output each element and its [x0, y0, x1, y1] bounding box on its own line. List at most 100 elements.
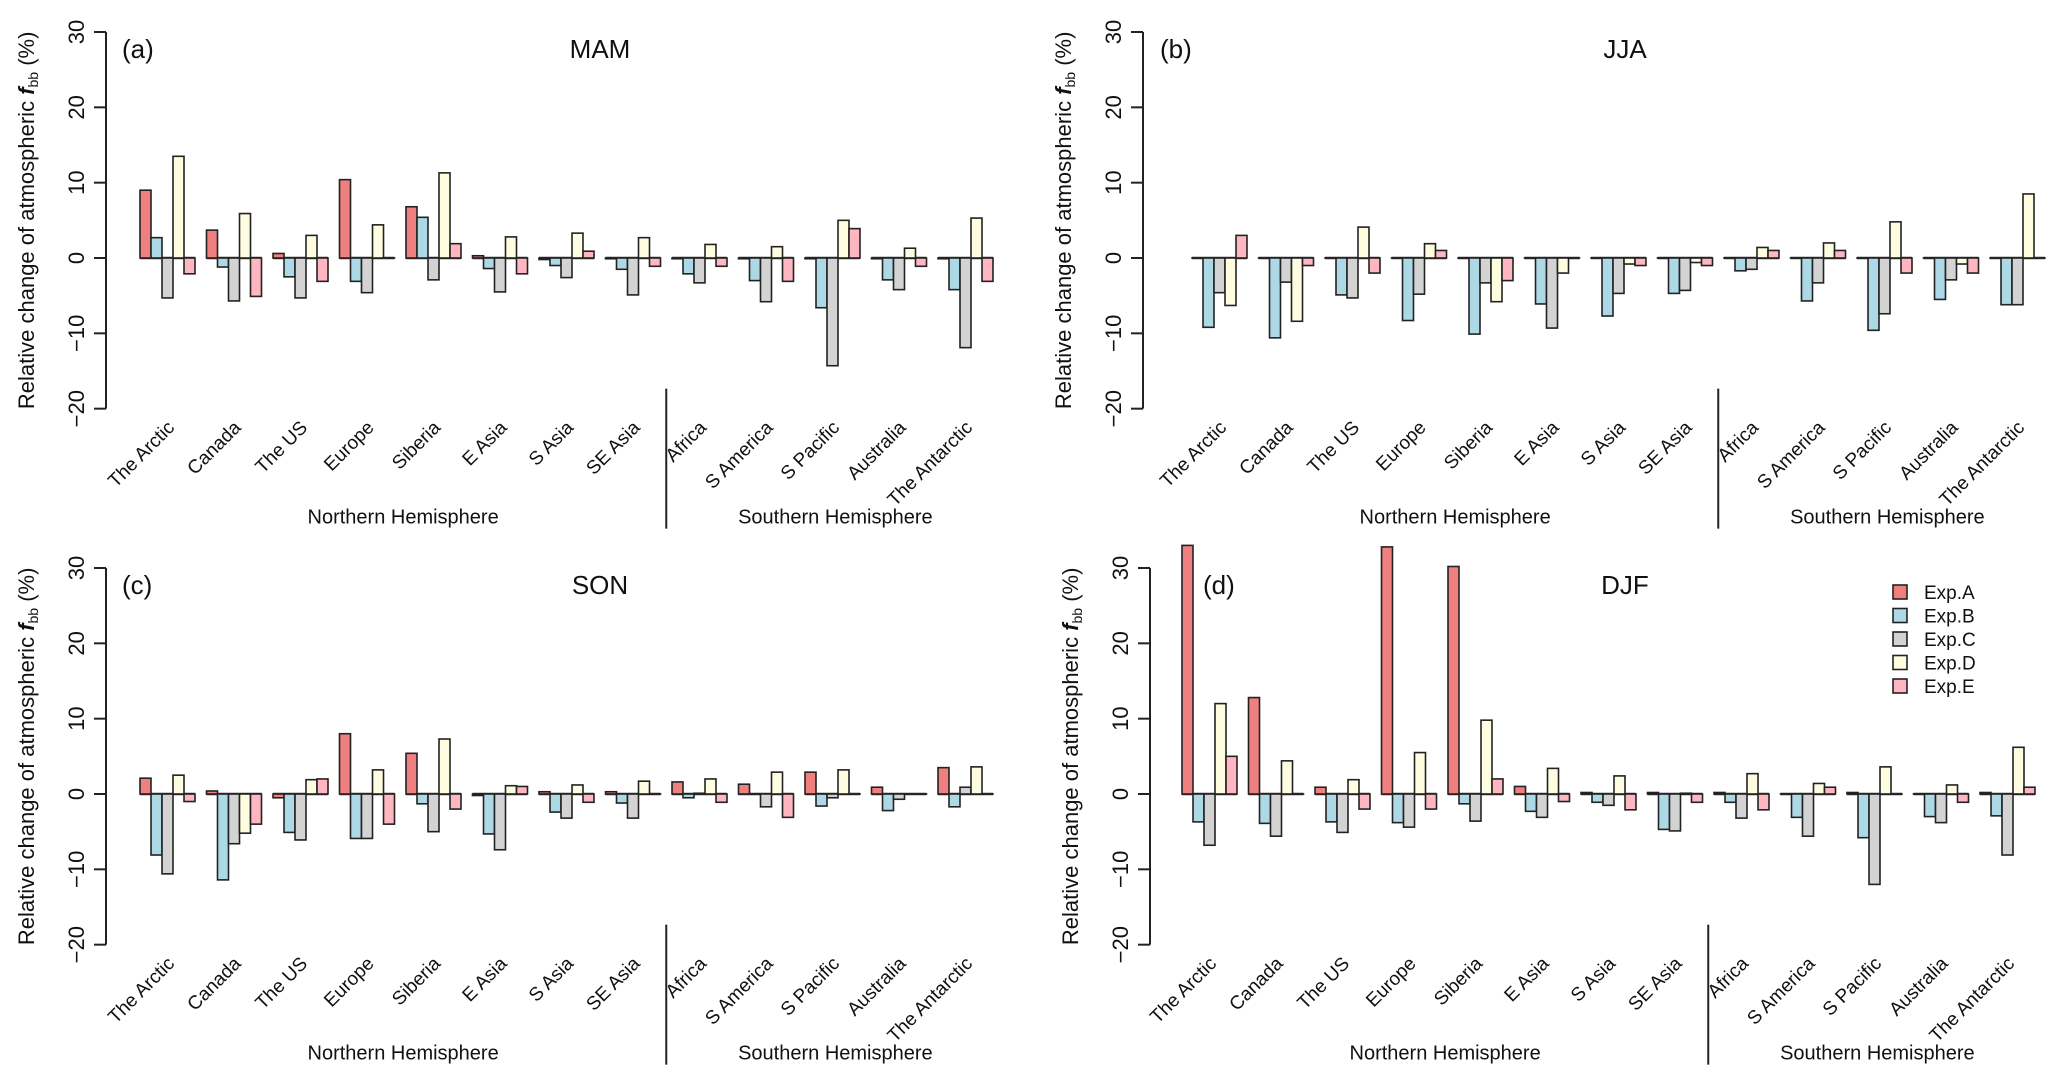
bar-expe	[316, 778, 329, 795]
bar-expb	[1325, 793, 1338, 823]
y-tick-label: −20	[1108, 926, 1133, 963]
hemisphere-label-north: Northern Hemisphere	[1350, 1043, 1541, 1065]
category-label: E Asia	[1501, 953, 1554, 1006]
y-axis-label-sub: bb	[25, 72, 41, 88]
category-label: Canada	[1226, 953, 1288, 1015]
bar-expd	[1480, 719, 1493, 795]
bar-expe	[1368, 257, 1381, 274]
category-label: SE Asia	[583, 953, 645, 1015]
bar-expb	[216, 793, 230, 881]
bar-expa	[671, 257, 684, 260]
category-label: S America	[701, 417, 777, 493]
category-label: S Pacific	[1829, 417, 1896, 484]
bar-expe	[1358, 793, 1371, 810]
bar-expb	[682, 257, 695, 275]
bar-expd	[1290, 257, 1304, 323]
category-label: Europe	[1372, 417, 1430, 475]
y-tick-label: 10	[1108, 706, 1133, 730]
category-label: E Asia	[459, 417, 512, 470]
bar-expc	[360, 257, 374, 294]
bar-expa	[1846, 791, 1859, 795]
bar-expc	[560, 257, 573, 279]
bar-expc	[1878, 257, 1891, 315]
bar-expd	[1746, 772, 1759, 795]
bar-expb	[549, 257, 562, 267]
panel-a: −20 −10 0 10 20 30 Relative change of atmosphe…	[14, 20, 994, 529]
bar-expe	[2023, 786, 2036, 795]
y-axis-label-prefix: Relative change of atmospheric	[14, 95, 39, 409]
category-label: Africa	[1714, 417, 1763, 466]
bar-expd	[837, 219, 850, 259]
bar-expe	[183, 793, 196, 803]
y-axis-label-sub: bb	[1069, 608, 1085, 624]
category-label: The US	[252, 953, 312, 1013]
bar-expc	[1203, 793, 1216, 847]
bar-expb	[1258, 793, 1272, 825]
legend-swatch	[1892, 654, 1908, 671]
y-tick-label: −10	[1101, 315, 1126, 352]
bar-expe	[1634, 257, 1647, 267]
bar-expc	[959, 257, 972, 349]
bar-expc	[1469, 793, 1482, 822]
bar-expd	[1889, 221, 1902, 259]
bar-expe	[981, 257, 994, 283]
bar-expc	[1801, 793, 1815, 837]
bar-expd	[371, 224, 385, 259]
category-label: Europe	[1362, 953, 1420, 1011]
bar-expa	[937, 257, 950, 260]
bar-expc	[1402, 793, 1416, 828]
bar-expb	[1202, 257, 1215, 329]
bar-expe	[1833, 249, 1847, 259]
category-label: E Asia	[459, 953, 512, 1006]
bar-expa	[737, 783, 751, 795]
bar-expa	[139, 189, 152, 259]
bar-expa	[1314, 786, 1327, 795]
hemisphere-label-north: Northern Hemisphere	[1360, 507, 1551, 529]
bar-expb	[349, 793, 363, 840]
bar-expc	[1213, 257, 1226, 294]
bar-expc	[826, 257, 839, 367]
bar-expa	[139, 777, 152, 795]
bar-expd	[970, 766, 983, 795]
y-tick-label: 0	[64, 252, 89, 264]
y-tick-label: 0	[1101, 252, 1126, 264]
bar-expb	[682, 793, 695, 799]
bar-expa	[405, 752, 418, 795]
panel-tag: (d)	[1203, 570, 1235, 600]
bar-expe	[1225, 755, 1238, 795]
bar-expe	[1491, 778, 1504, 795]
bar-expb	[948, 793, 961, 808]
bar-expc	[161, 257, 174, 299]
bar-expe	[1434, 249, 1448, 259]
legend-swatch	[1892, 678, 1908, 694]
category-label: SE Asia	[583, 417, 645, 479]
y-axis-label-suffix: (%)	[1051, 32, 1076, 72]
bar-expd	[2012, 746, 2025, 795]
bar-expe	[781, 257, 795, 283]
category-label: The Arctic	[104, 953, 179, 1028]
bar-expa	[272, 252, 285, 259]
bar-expd	[1224, 257, 1237, 307]
season-title: JJA	[1603, 34, 1647, 64]
bar-expe	[715, 793, 728, 804]
bar-expe	[1557, 793, 1571, 803]
y-tick-label: 30	[64, 20, 89, 44]
bar-expe	[1624, 793, 1637, 811]
bar-expc	[493, 793, 507, 851]
category-label: The Arctic	[1156, 417, 1231, 492]
category-label: S America	[1753, 417, 1829, 493]
bar-expd	[1413, 751, 1427, 795]
panel-c: −20 −10 0 10 20 30 Relative change of atmosphe…	[14, 556, 994, 1065]
bar-expd	[571, 232, 584, 259]
bar-expb	[150, 793, 163, 856]
category-label: E Asia	[1511, 417, 1564, 470]
y-tick-label: 10	[64, 706, 89, 730]
bar-expe	[715, 257, 728, 268]
bar-expd	[438, 738, 451, 795]
bar-expd	[172, 774, 185, 795]
category-label: Siberia	[1430, 953, 1487, 1010]
legend-label: Exp.E	[1924, 677, 1975, 698]
bar-expd	[371, 769, 385, 795]
bar-expe	[449, 242, 462, 259]
